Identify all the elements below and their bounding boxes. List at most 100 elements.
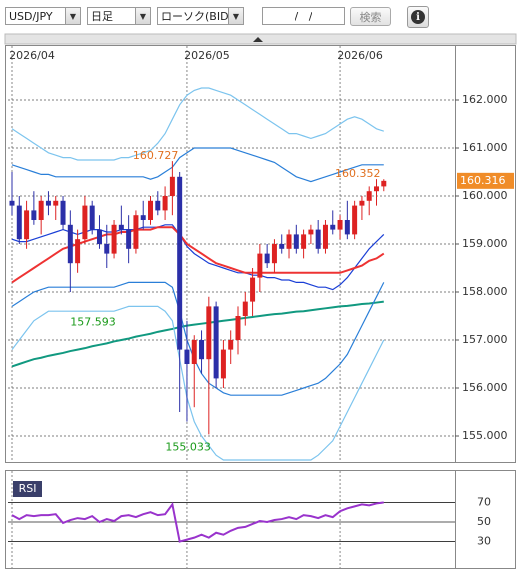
candle-body [126,229,132,249]
candle-body [67,224,73,264]
rsi-layer [11,501,384,543]
x-tick-label: 2026/04 [9,49,55,62]
indicator-line [11,147,384,183]
info-button[interactable]: i [407,6,429,28]
indicator-line [11,87,384,161]
candle-body [75,239,81,264]
candle-body [220,349,226,379]
candle-body [264,253,270,264]
dropdown-arrow: ▼ [65,8,80,24]
candle-body [89,205,95,230]
x-tick-label: 2026/05 [184,49,230,62]
candle-body [133,215,139,249]
dropdown-arrow: ▼ [228,8,243,24]
candle-body [242,301,248,316]
y-tick-label: 156.000 [462,381,508,394]
candle-body [155,200,161,211]
candle-body [279,244,285,249]
candle-body [213,306,219,379]
candle-body [271,244,277,264]
y-tick-label: 162.000 [462,93,508,106]
candle-body [206,306,212,360]
indicator-line [11,226,385,284]
pair-text: USD/JPY [9,9,53,23]
indicator-line [11,300,384,368]
high-annotation: 160.727 [133,149,179,162]
recent-high-annotation: 160.352 [335,167,381,180]
rsi-panel [5,470,516,569]
candle-body [301,234,307,249]
indicator-line [11,224,385,291]
candle-body [9,200,15,206]
indicator-line [11,305,385,461]
candle-body [148,200,154,220]
info-icon: i [411,10,425,24]
grid-layer [8,46,455,568]
candle-body [111,224,117,254]
candle-body [257,253,263,278]
candle-body [118,224,124,230]
y-tick-label: 159.000 [462,237,508,250]
y-tick-label: 30 [477,535,491,548]
candle-body [374,186,379,192]
collapse-arrow[interactable] [253,37,263,42]
candle-body [315,229,321,249]
candle-body [60,200,66,225]
candle-body [16,205,22,240]
y-tick-label: 157.000 [462,333,508,346]
candle-body [250,277,256,302]
period-select[interactable]: 日足 ▼ [87,7,151,25]
candle-body [96,229,102,244]
rsi-title: RSI [19,482,37,495]
candle-body [162,196,168,211]
candle-body [184,349,190,364]
candle-body [293,234,299,249]
candle-body [45,200,51,206]
candle-body [286,234,292,249]
chart-kind-select[interactable]: ローソク(BID) ▼ [157,7,244,25]
candle-body [53,200,59,206]
candle-body [381,180,387,187]
candle-body [308,229,314,235]
candle-body [199,340,205,360]
x-tick-label: 2026/06 [337,49,383,62]
candle-body [337,220,343,230]
y-tick-label: 70 [477,495,491,508]
candle-body [352,205,358,235]
marker-label: 157.593 [70,316,116,329]
y-tick-label: 161.000 [462,141,508,154]
pair-select[interactable]: USD/JPY ▼ [5,7,81,25]
label-layer: 155.000 156.000 157.000 158.000 159.000 160.0… [9,49,514,548]
candle-body [24,210,30,240]
candle-body [31,210,37,220]
y-tick-label: 160.000 [462,189,508,202]
candle-body [322,224,328,249]
rsi-line [11,501,384,543]
candle-body [228,340,234,350]
low-annotation: 155.033 [165,440,211,453]
candle-body [330,224,336,230]
search-button[interactable]: 検索 [350,7,391,26]
candle-body [104,244,110,254]
candle-body [169,176,175,196]
candle-body [235,316,241,340]
candle-body [140,215,146,220]
date-text: / / [294,9,313,23]
period-text: 日足 [91,10,113,23]
collapse-bar[interactable] [4,33,517,45]
candle-body [344,220,350,235]
current-price-label: 160.316 [460,174,506,187]
y-tick-label: 158.000 [462,285,508,298]
candle-body [366,191,372,201]
plot-layer [9,87,387,461]
current-price-box [457,172,514,189]
y-tick-label: 155.000 [462,429,508,442]
date-input[interactable]: / / [262,7,345,25]
chart-kind-text: ローソク(BID) [161,10,228,23]
y-tick-label: 50 [477,515,491,528]
candle-body [177,176,183,350]
search-text: 検索 [359,10,382,24]
indicator-line [11,281,385,396]
